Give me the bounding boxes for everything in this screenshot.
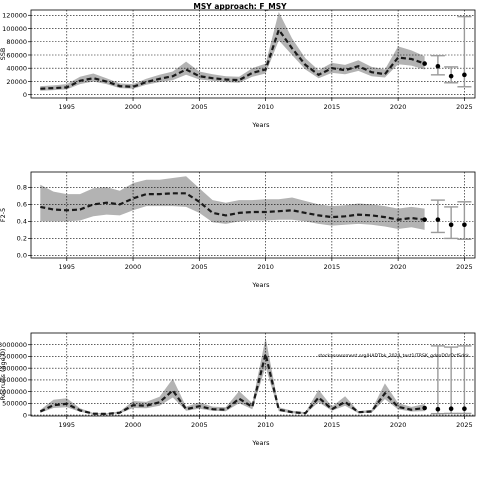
y-tick-label: 3000000 [0,341,27,349]
panel-recruitment: 1995 2000 2005 2010 2015 2020 2025 0 500000 10000… [0,332,476,447]
y-tick-label: 1000000 [0,388,27,396]
x-tick-label: 2025 [456,103,473,111]
projection-point [435,63,441,69]
x-tick-label: 2010 [257,421,274,429]
figure-title: MSY approach: F_MSY [193,2,287,11]
x-tick-label: 2000 [125,103,142,111]
y-tick-label: 0 [23,411,27,419]
x-tick-label: 2015 [324,421,341,429]
confidence-band [40,337,425,415]
y-axis-label: Recruits (age 0) [0,349,7,401]
y-tick-label: 20000 [6,78,27,86]
x-axis-label: Years [251,439,270,447]
y-tick-label: 500000 [2,400,27,408]
x-tick-label: 2015 [324,263,341,271]
projection-point [462,72,467,78]
panel-ssb: 1995 2000 2005 2010 2015 2020 2025 0 20000 40000 6… [0,9,476,129]
y-tick-label: 2500000 [0,353,27,361]
y-axis-label: F2-5 [0,208,7,222]
last-estimate-point [422,61,427,66]
y-tick-label: 0.0 [17,252,27,260]
x-tick-label: 2025 [456,421,473,429]
y-tick-label: 0.8 [17,184,27,192]
y-tick-label: 0.2 [17,235,27,243]
projection-point [435,406,441,412]
x-tick-label: 1995 [59,103,76,111]
y-tick-label: 40000 [6,65,27,73]
projection-point [448,73,454,79]
last-estimate-point [422,405,427,411]
projection-point [448,222,454,228]
x-tick-label: 2020 [390,263,407,271]
x-tick-label: 2010 [257,263,274,271]
x-tick-label: 2000 [125,421,142,429]
y-tick-label: 0 [23,91,27,99]
x-axis-label: Years [251,281,270,289]
x-tick-label: 2015 [324,103,341,111]
y-tick-label: 120000 [2,12,27,20]
x-tick-label: 2005 [191,421,208,429]
x-tick-label: 2020 [390,103,407,111]
y-tick-label: 2000000 [0,364,27,372]
projection-point [462,222,467,228]
x-tick-label: 1995 [59,263,76,271]
panel-fishing-mortality: 1995 2000 2005 2010 2015 2020 2025 0.0 0.2 0.4 0.6… [0,171,476,289]
median-line [40,27,425,90]
x-tick-label: 2010 [257,103,274,111]
source-annotation: stockassessment.org/HADTbk_2023_test1/TR… [318,353,469,359]
x-tick-label: 2005 [191,263,208,271]
y-tick-label: 1500000 [0,376,27,384]
x-axis-label: Years [251,121,270,129]
y-tick-label: 0.6 [17,201,27,209]
y-tick-label: 60000 [6,51,27,59]
plot-frame [30,171,476,259]
x-tick-label: 2000 [125,263,142,271]
projection-point [435,217,441,222]
median-line [39,353,425,416]
median-line [40,192,425,221]
x-tick-label: 2025 [456,263,473,271]
plot-frame [30,9,476,99]
y-tick-label: 0.4 [17,218,27,226]
plot-frame [30,332,476,417]
x-tick-label: 2005 [191,103,208,111]
projection-point [462,406,467,412]
y-axis-label: SSB [0,48,7,61]
x-tick-label: 2020 [390,421,407,429]
y-tick-label: 80000 [6,38,27,46]
last-estimate-point [422,217,427,222]
projection-point [448,406,454,412]
y-tick-label: 100000 [2,25,27,33]
x-tick-label: 1995 [59,421,76,429]
